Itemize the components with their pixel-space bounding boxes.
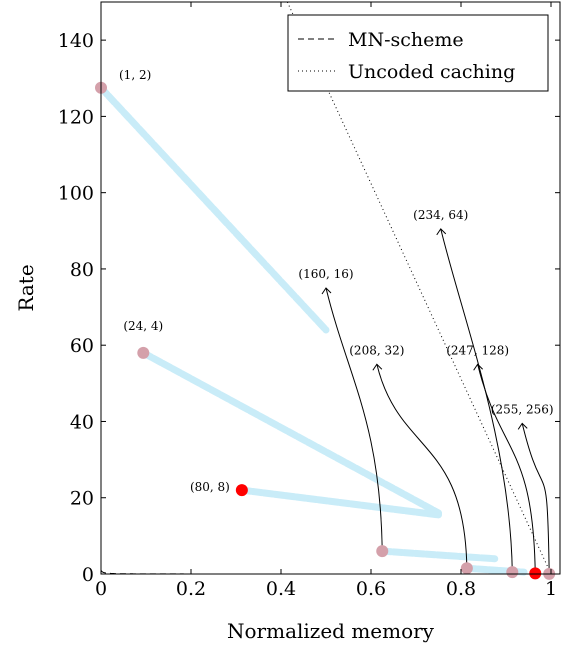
- plot-frame: [100, 1, 561, 575]
- x-tick-label-3: 0.6: [356, 578, 386, 600]
- data-point-6: [529, 567, 542, 580]
- data-point-2: [235, 484, 248, 497]
- y-tick-label-1: 20: [70, 488, 94, 510]
- point-label-0: (1, 2): [119, 68, 151, 82]
- annotation-arrowhead-7: [517, 422, 528, 430]
- annotation-arrow-3: [325, 287, 383, 552]
- annotation-arrowhead-4: [372, 363, 383, 371]
- y-tick-label-0: 0: [82, 564, 94, 586]
- x-tick-label-0: 0: [95, 578, 107, 600]
- annotation-arrows: [321, 228, 550, 574]
- data-point-1: [137, 346, 150, 359]
- point-label-7: (255, 256): [491, 402, 554, 416]
- y-tick-label-5: 100: [58, 183, 94, 205]
- data-point-3: [376, 545, 389, 558]
- point-label-4: (208, 32): [349, 343, 404, 357]
- uncoded-caching-curve: [286, 1, 552, 575]
- tradeoff-segment-1: [139, 349, 442, 517]
- annotation-arrow-6: [477, 364, 536, 574]
- x-tick-label-1: 0.2: [176, 578, 206, 600]
- legend-label-uncoded-caching: Uncoded caching: [348, 61, 515, 83]
- legend: MN-scheme Uncoded caching: [287, 14, 549, 92]
- annotation-arrowhead-6: [473, 363, 484, 371]
- tradeoff-segment-2: [238, 486, 442, 519]
- y-tick-label-3: 60: [70, 335, 94, 357]
- annotation-arrowhead-3: [321, 287, 332, 295]
- legend-label-mn-scheme: MN-scheme: [348, 29, 464, 51]
- point-label-3: (160, 16): [298, 267, 353, 281]
- axis-ticks: 0 0.2 0.4 0.6 0.8 1 0 20 40 60 80 100 120 140: [58, 2, 560, 600]
- annotation-arrow-5: [440, 228, 513, 573]
- annotation-arrow-7: [521, 423, 550, 574]
- point-label-1: (24, 4): [123, 319, 163, 333]
- x-tick-label-4: 0.8: [446, 578, 476, 600]
- y-tick-label-4: 80: [70, 259, 94, 281]
- legend-box: [287, 14, 549, 92]
- x-axis-label: Normalized memory: [227, 619, 435, 643]
- y-tick-label-7: 140: [58, 30, 94, 52]
- point-labels: (1, 2) (24, 4) (80, 8) (160, 16) (208, 32) (2…: [119, 68, 554, 494]
- tradeoff-segment-0: [97, 84, 330, 334]
- y-tick-label-2: 40: [70, 411, 94, 433]
- point-label-5: (234, 64): [413, 208, 468, 222]
- tradeoff-segments: [97, 84, 528, 576]
- annotation-arrow-4: [376, 364, 468, 569]
- y-tick-label-6: 120: [58, 106, 94, 128]
- data-point-5: [506, 566, 519, 579]
- point-label-2: (80, 8): [190, 480, 230, 494]
- y-axis-label: Rate: [14, 264, 38, 311]
- point-label-6: (247, 128): [446, 343, 509, 357]
- data-point-4: [460, 562, 473, 575]
- x-tick-label-2: 0.4: [266, 578, 296, 600]
- annotation-arrowhead-5: [436, 228, 447, 236]
- tradeoff-segment-3: [378, 547, 499, 563]
- x-tick-label-5: 1: [545, 578, 557, 600]
